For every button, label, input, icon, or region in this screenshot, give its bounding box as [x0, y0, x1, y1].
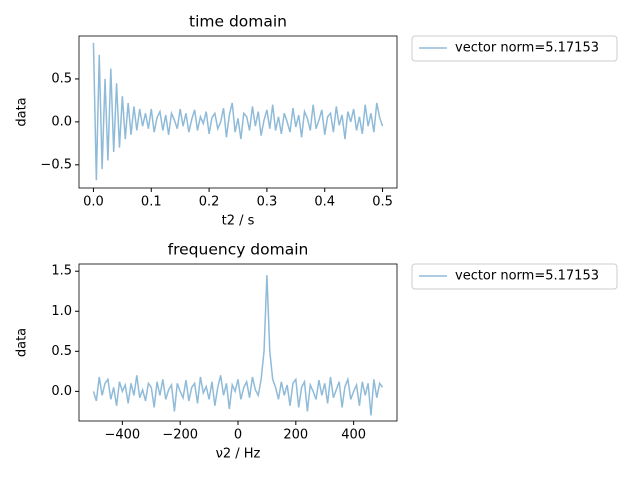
chart-title: time domain [189, 13, 287, 31]
x-tick-label: 0 [234, 428, 242, 443]
x-tick-label: 0.4 [314, 195, 335, 210]
axes-frame [78, 263, 398, 422]
legend-label: vector norm=5.17153 [455, 269, 599, 284]
axes-frame [78, 35, 398, 189]
data-line [92, 42, 384, 181]
x-tick-label: 200 [283, 428, 308, 443]
y-tick-label: 0.5 [51, 71, 72, 86]
x-tick-label: −400 [105, 428, 141, 443]
x-axis-label: ν2 / Hz [216, 447, 261, 462]
y-tick-label: 0.0 [51, 384, 72, 399]
x-tick-label: 0.5 [372, 195, 393, 210]
x-tick-label: 0.0 [83, 195, 104, 210]
y-tick-label: 0.0 [51, 114, 72, 129]
x-tick-label: 400 [341, 428, 366, 443]
x-tick-label: 0.1 [141, 195, 162, 210]
legend-box [411, 35, 618, 62]
y-tick-label: −0.5 [40, 157, 72, 172]
y-tick-label: 1.0 [51, 304, 72, 319]
chart-title: frequency domain [168, 241, 309, 259]
y-axis-label: data [15, 328, 30, 357]
y-axis-label: data [15, 97, 30, 126]
x-tick-label: 0.3 [257, 195, 278, 210]
y-tick-label: 1.5 [51, 264, 72, 279]
x-tick-label: 0.2 [199, 195, 220, 210]
legend-box [411, 263, 618, 290]
x-tick-label: −200 [162, 428, 198, 443]
legend-label: vector norm=5.17153 [455, 41, 599, 56]
y-tick-label: 0.5 [51, 344, 72, 359]
x-axis-label: t2 / s [222, 214, 255, 229]
data-line [92, 275, 384, 416]
